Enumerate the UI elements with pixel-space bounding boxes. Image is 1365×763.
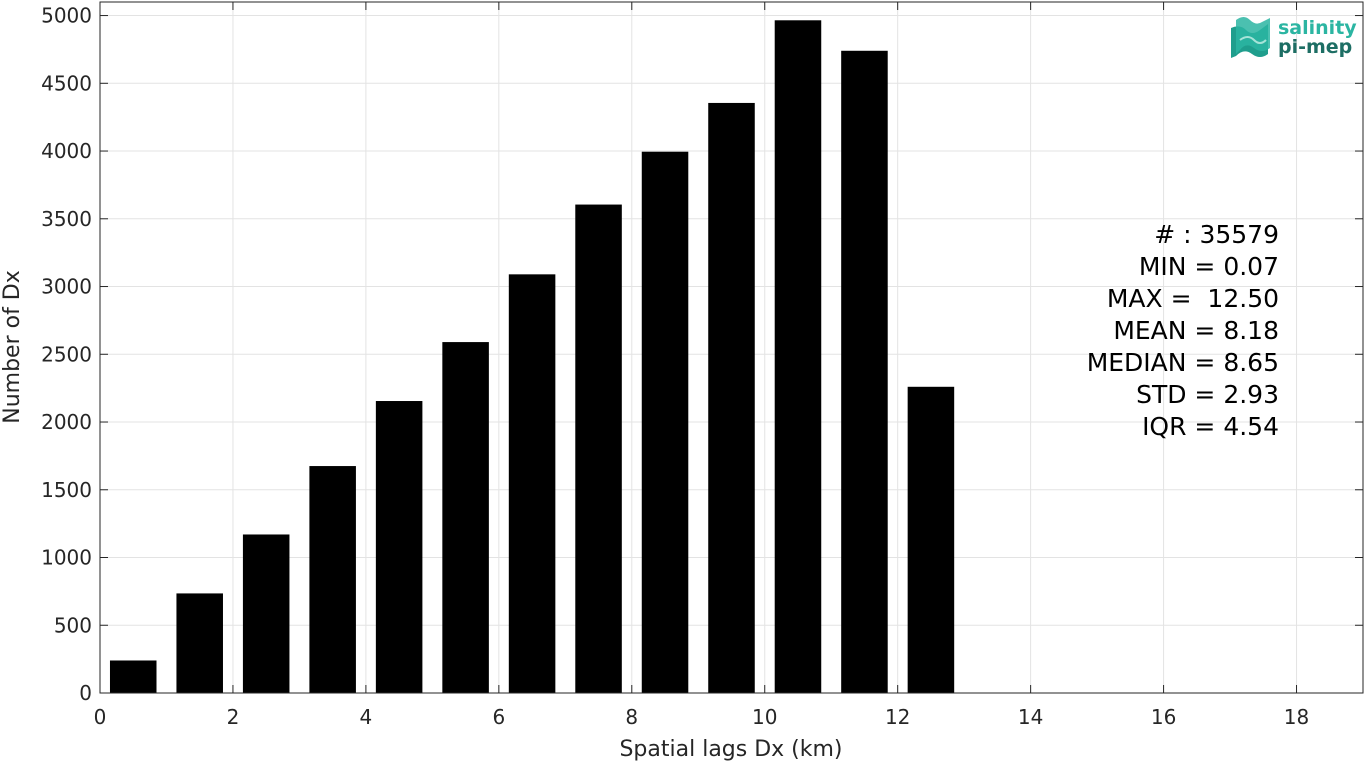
bars (109, 20, 955, 694)
y-tick-label: 2500 (41, 342, 92, 366)
stat-line: IQR = 4.54 (1142, 412, 1279, 441)
y-tick-label: 1000 (41, 546, 92, 570)
statistics-box: # : 35579 MIN = 0.07 MAX = 12.50 MEAN = 8.1… (1087, 220, 1279, 441)
stat-line: MIN = 0.07 (1139, 252, 1279, 281)
histogram-bar (109, 660, 157, 693)
histogram-bar (774, 20, 822, 693)
x-tick-label: 4 (360, 705, 373, 729)
waves-icon (1231, 17, 1270, 58)
y-axis-label: Number of Dx (0, 270, 25, 424)
y-tick-label: 500 (54, 613, 92, 637)
stat-line: MEDIAN = 8.65 (1087, 348, 1279, 377)
x-tick-label: 14 (1018, 705, 1043, 729)
x-axis-label: Spatial lags Dx (km) (619, 737, 842, 762)
histogram-bar (575, 204, 622, 693)
x-tick-label: 18 (1284, 705, 1309, 729)
y-tick-label: 2000 (41, 410, 92, 434)
y-ticks: 0 500 1000 1500 2000 2500 3000 3500 4000 4500 5000 (41, 4, 1363, 705)
y-tick-label: 1500 (41, 478, 92, 502)
stat-line: MAX = 12.50 (1107, 284, 1279, 313)
x-tick-label: 6 (492, 705, 505, 729)
histogram-bar (641, 151, 689, 693)
y-tick-label: 5000 (41, 4, 92, 28)
histogram-bar (375, 401, 423, 693)
histogram-bar (242, 534, 290, 693)
logo-line2: pi-mep (1278, 36, 1352, 58)
salinity-pi-mep-logo: salinity pi-mep (1231, 17, 1357, 58)
axes-box (99, 1, 1364, 694)
stat-line: STD = 2.93 (1136, 380, 1279, 409)
histogram-bar (508, 274, 556, 693)
y-tick-label: 3000 (41, 275, 92, 299)
x-tick-label: 8 (625, 705, 638, 729)
y-tick-label: 4500 (41, 71, 92, 95)
stat-line: MEAN = 8.18 (1113, 316, 1279, 345)
x-tick-label: 2 (227, 705, 240, 729)
histogram-bar (907, 386, 955, 693)
x-tick-label: 12 (885, 705, 910, 729)
y-tick-label: 3500 (41, 207, 92, 231)
logo-line1: salinity (1278, 17, 1357, 39)
histogram-bar (309, 466, 356, 693)
histogram-bar (442, 342, 489, 693)
x-ticks: 0 2 4 6 8 10 12 14 16 18 (94, 2, 1309, 729)
stat-line: # : 35579 (1154, 220, 1279, 249)
x-tick-label: 16 (1151, 705, 1176, 729)
histogram-bar (176, 593, 223, 693)
y-tick-label: 0 (79, 681, 92, 705)
histogram-bar (708, 102, 755, 694)
x-tick-label: 0 (94, 705, 107, 729)
y-tick-label: 4000 (41, 139, 92, 163)
histogram-bar (841, 50, 888, 693)
x-tick-label: 10 (752, 705, 777, 729)
